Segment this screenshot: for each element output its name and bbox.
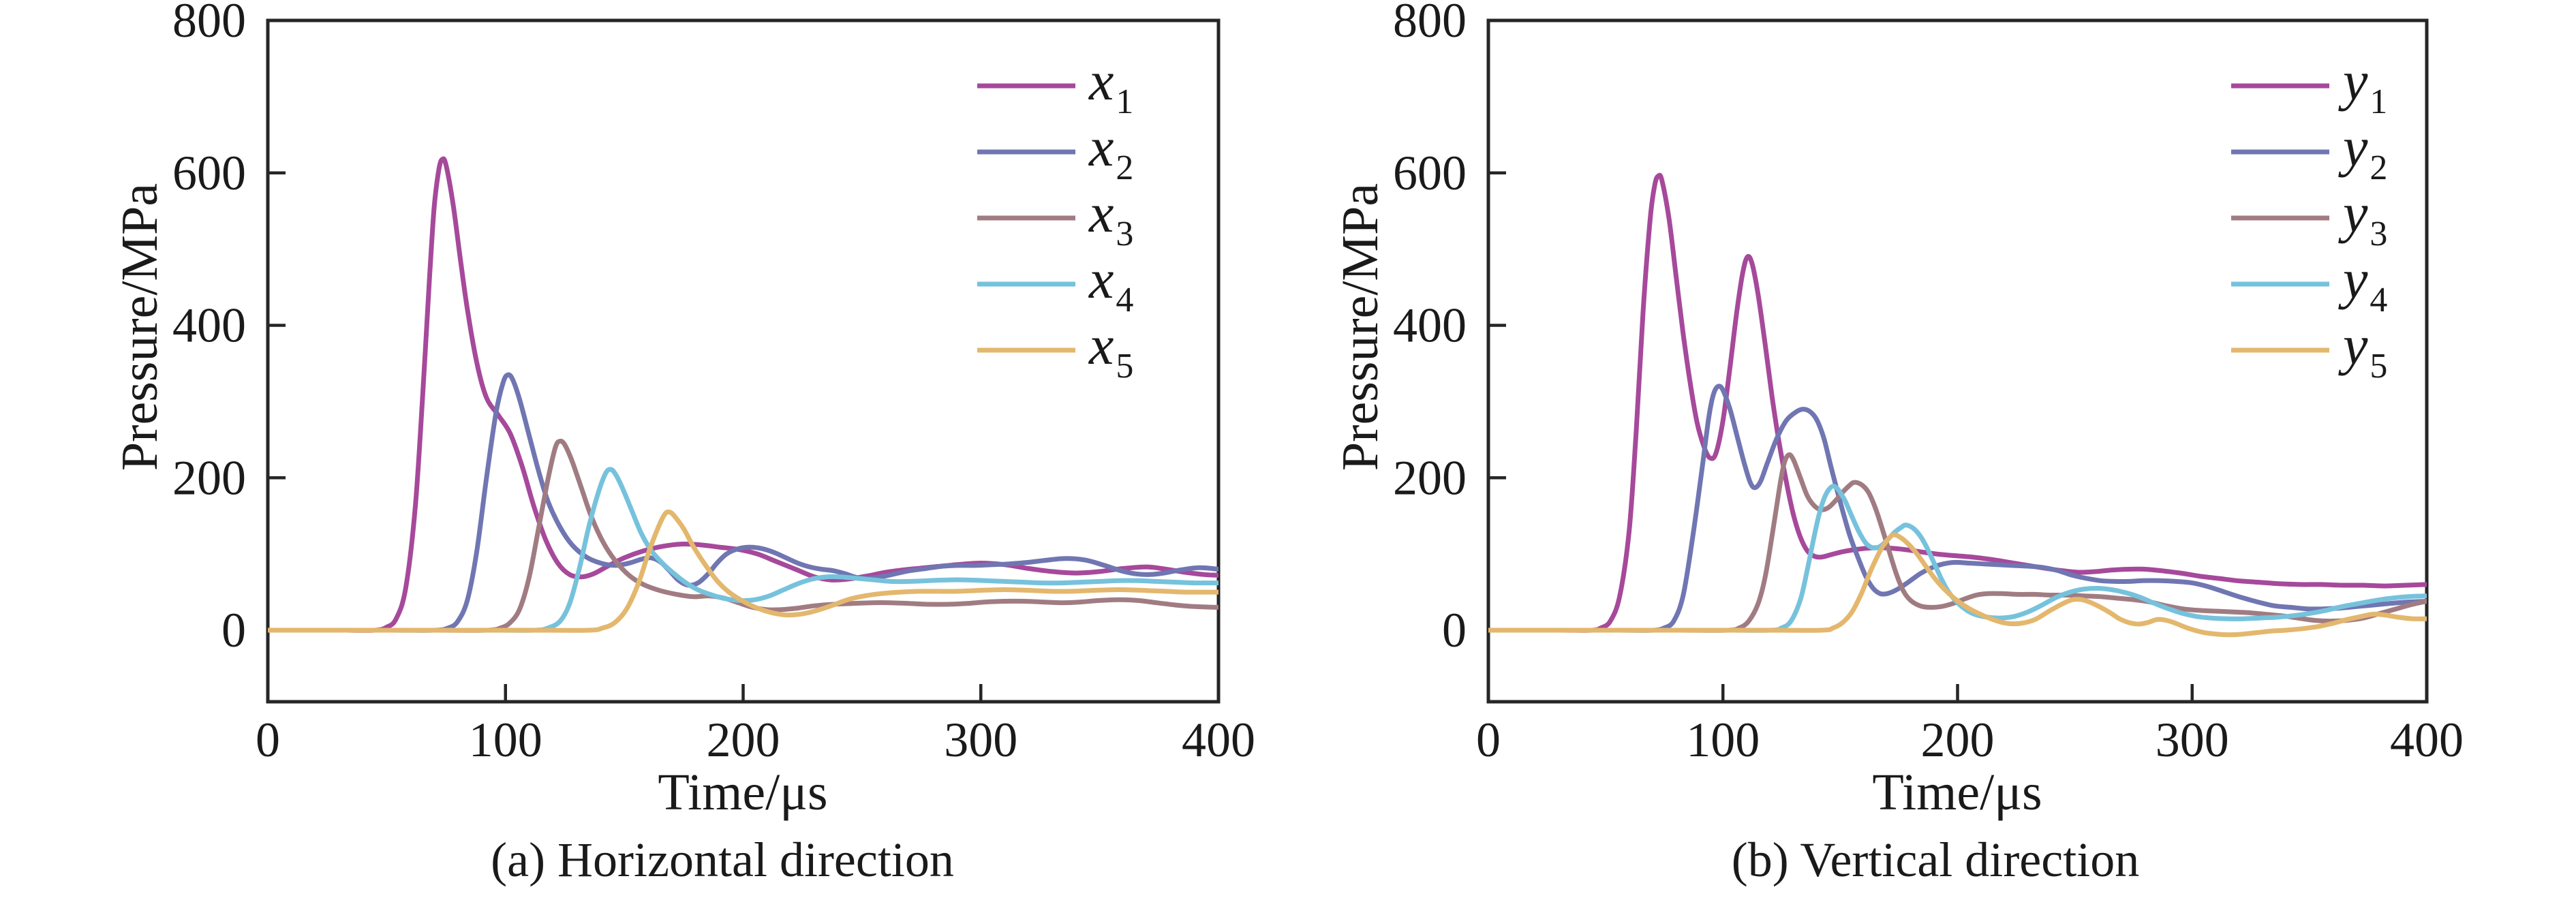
y-axis-label-b: Pressure/MPa <box>1332 183 1389 471</box>
legend-label-base-x3: x <box>1089 182 1114 244</box>
legend-label-sub-y2: 2 <box>2370 149 2388 187</box>
y-tick-label-b-800: 800 <box>1393 0 1467 48</box>
curve-y2 <box>1488 384 2427 633</box>
legend-label-x2: x2 <box>1089 116 1133 186</box>
legend-label-sub-y4: 4 <box>2370 281 2388 320</box>
legend-label-base-x5: x <box>1089 314 1114 376</box>
curve-x2 <box>268 372 1218 633</box>
x-tick-label-a-0: 0 <box>256 713 280 767</box>
legend-label-base-y3: y <box>2343 182 2368 244</box>
legend-label-sub-x1: 1 <box>1116 82 1134 121</box>
panel-a: 0 100 200 300 400 0 200 400 600 800 <box>172 0 1255 767</box>
x-tick-label-b-0: 0 <box>1476 713 1501 767</box>
curve-x5 <box>268 509 1218 633</box>
legend-label-base-y4: y <box>2343 248 2368 310</box>
legend-label-y2: y2 <box>2343 116 2387 186</box>
x-axis-label-b: Time/μs <box>1872 764 2042 821</box>
legend-label-sub-y1: 1 <box>2370 82 2388 121</box>
legend-label-base-x4: x <box>1089 248 1114 310</box>
legend-label-x1: x1 <box>1089 50 1133 120</box>
legend-label-base-y2: y <box>2343 116 2368 178</box>
x-tick-label-a-200: 200 <box>707 713 780 767</box>
y-tick-label-a-400: 400 <box>172 298 246 353</box>
legend-label-base-y1: y <box>2343 50 2368 112</box>
legend-label-x3: x3 <box>1089 182 1133 252</box>
x-tick-label-b-100: 100 <box>1686 713 1760 767</box>
x-tick-label-b-400: 400 <box>2390 713 2464 767</box>
curve-x4 <box>268 467 1218 633</box>
legend-label-base-y5: y <box>2343 314 2368 376</box>
legend-label-base-x2: x <box>1089 116 1114 178</box>
legend-label-x5: x5 <box>1089 314 1133 384</box>
curve-y4 <box>1488 484 2427 633</box>
legend-label-sub-x4: 4 <box>1116 281 1134 320</box>
y-tick-label-a-800: 800 <box>172 0 246 48</box>
panel-b: 0 100 200 300 400 0 200 400 600 800 <box>1393 0 2464 767</box>
x-tick-label-a-100: 100 <box>469 713 542 767</box>
x-tick-label-a-300: 300 <box>944 713 1017 767</box>
legend-label-y1: y1 <box>2343 50 2387 120</box>
panel-caption-b: (b) Vertical direction <box>1731 833 2140 887</box>
x-tick-label-b-300: 300 <box>2156 713 2229 767</box>
legend-label-base-x1: x <box>1089 50 1114 112</box>
curve-y3 <box>1488 452 2427 633</box>
legend-label-sub-x2: 2 <box>1116 149 1134 187</box>
y-tick-label-b-200: 200 <box>1393 450 1467 505</box>
y-tick-label-b-600: 600 <box>1393 146 1467 200</box>
x-axis-label-a: Time/μs <box>658 764 828 821</box>
legend-label-y3: y3 <box>2343 182 2387 252</box>
legend-label-y5: y5 <box>2343 314 2387 384</box>
y-tick-label-b-0: 0 <box>1442 603 1467 657</box>
legend-label-sub-y5: 5 <box>2370 347 2388 386</box>
legend-label-y4: y4 <box>2343 248 2387 318</box>
curve-x3 <box>268 438 1218 633</box>
legend-label-sub-y3: 3 <box>2370 215 2388 253</box>
panel-caption-a: (a) Horizontal direction <box>491 833 954 887</box>
legend-label-x4: x4 <box>1089 248 1133 318</box>
curve-y5 <box>1488 532 2427 638</box>
x-tick-label-a-400: 400 <box>1182 713 1255 767</box>
x-tick-label-b-200: 200 <box>1921 713 1995 767</box>
y-tick-label-b-400: 400 <box>1393 298 1467 353</box>
y-tick-label-a-600: 600 <box>172 146 246 200</box>
legend-label-sub-x5: 5 <box>1116 347 1134 386</box>
curve-y1 <box>1488 172 2427 633</box>
y-tick-label-a-200: 200 <box>172 450 246 505</box>
y-axis-label-a: Pressure/MPa <box>111 183 168 471</box>
legend-label-sub-x3: 3 <box>1116 215 1134 253</box>
y-tick-label-a-0: 0 <box>221 603 246 657</box>
